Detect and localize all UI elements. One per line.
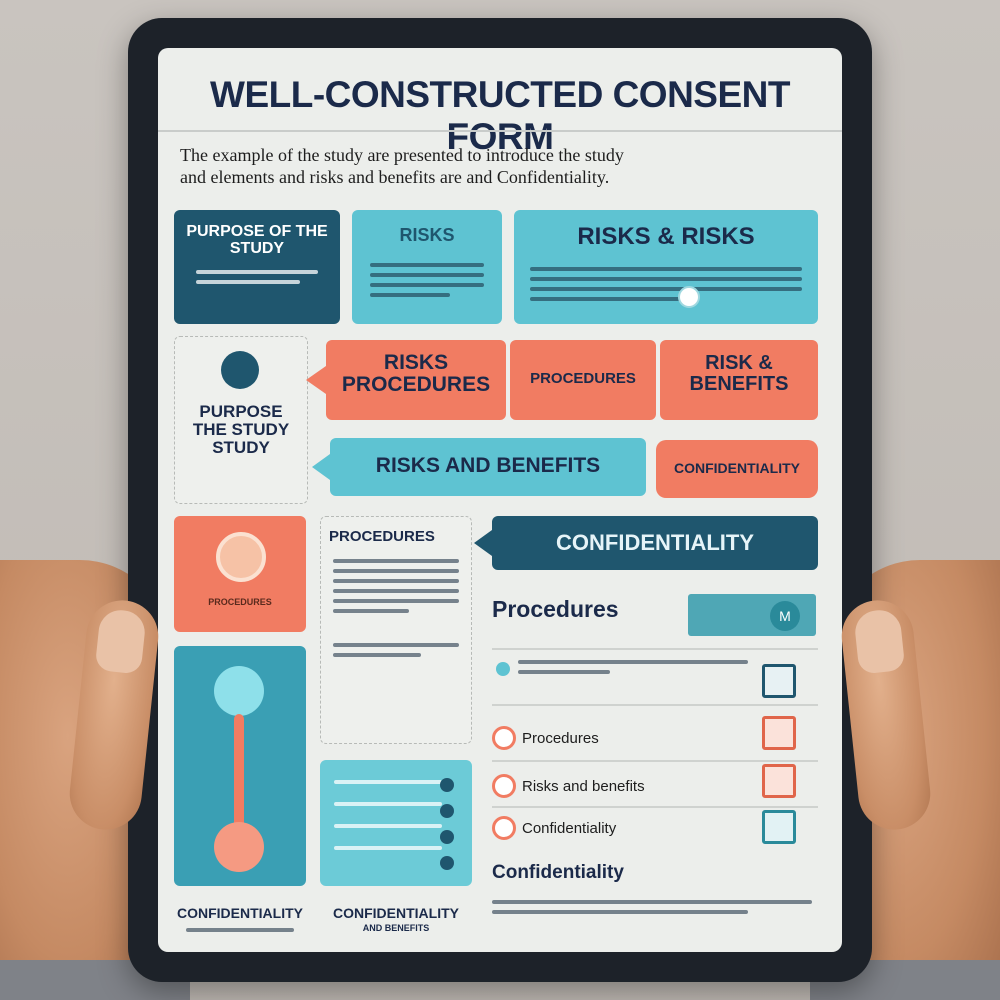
bottom-label-confidentiality-2: CONFIDENTIALITY bbox=[333, 905, 459, 921]
avatar-letter: M bbox=[779, 608, 791, 624]
checklist-item-1-checkbox[interactable] bbox=[762, 664, 796, 698]
procedures-card-label: PROCEDURES bbox=[530, 370, 636, 387]
purpose-text-lines bbox=[174, 258, 340, 284]
left-thumbnail bbox=[94, 608, 147, 675]
checklist-divider-3 bbox=[492, 760, 818, 762]
checklist-item-4-radio[interactable] bbox=[492, 816, 516, 840]
tablet-screen: WELL-CONSTRUCTED CONSENT FORM The exampl… bbox=[158, 48, 842, 952]
checklist-item-3-checkbox[interactable] bbox=[762, 764, 796, 798]
procedures-card[interactable]: PROCEDURES bbox=[510, 340, 656, 420]
bottom-label-1-lines bbox=[186, 928, 294, 932]
checklist-item-2-label: Procedures bbox=[522, 730, 599, 747]
risks-and-risks-lines bbox=[514, 249, 818, 302]
procedures-image-caption: PROCEDURES bbox=[208, 597, 272, 607]
toggle-list-lines bbox=[320, 760, 472, 850]
checklist-item-1-bullet-icon bbox=[496, 662, 510, 676]
toggle-list-card[interactable] bbox=[320, 760, 472, 886]
risks-card-label: RISKS bbox=[399, 225, 455, 245]
checklist-item-4-label: Confidentiality bbox=[522, 820, 617, 837]
confidentiality-small-label: CONFIDENTIALITY bbox=[674, 460, 800, 476]
checklist-item-2-checkbox[interactable] bbox=[762, 716, 796, 750]
page-title: WELL-CONSTRUCTED CONSENT FORM bbox=[210, 74, 790, 157]
checklist-divider-2 bbox=[492, 704, 818, 706]
bottom-label-confidentiality-1: CONFIDENTIALITY bbox=[177, 905, 303, 921]
confidentiality-heading: Confidentiality bbox=[492, 862, 624, 883]
checklist-item-2-radio[interactable] bbox=[492, 726, 516, 750]
toggle-dot-4-icon[interactable] bbox=[440, 856, 454, 870]
dna-helix-icon bbox=[234, 714, 244, 830]
dna-illustration-card[interactable] bbox=[174, 646, 306, 886]
checklist-item-1-lines bbox=[518, 660, 748, 674]
intro-text: The example of the study are presented t… bbox=[180, 144, 820, 188]
toggle-knob-icon[interactable] bbox=[678, 286, 700, 308]
procedures-box-lines-2 bbox=[321, 613, 471, 657]
procedures-text-box[interactable]: PROCEDURES bbox=[320, 516, 472, 744]
checklist-divider-4 bbox=[492, 806, 818, 808]
toggle-dot-2-icon[interactable] bbox=[440, 804, 454, 818]
purpose-of-study-card[interactable]: PURPOSE OF THE STUDY bbox=[174, 210, 340, 324]
confidentiality-text-lines bbox=[492, 900, 812, 914]
right-thumbnail bbox=[853, 608, 906, 675]
procedures-box-lines bbox=[321, 545, 471, 613]
risks-text-lines bbox=[352, 245, 502, 297]
risks-and-risks-card[interactable]: RISKS & RISKS bbox=[514, 210, 818, 324]
toggle-dot-3-icon[interactable] bbox=[440, 830, 454, 844]
risks-and-risks-label: RISKS & RISKS bbox=[577, 223, 755, 250]
checklist-item-3-radio[interactable] bbox=[492, 774, 516, 798]
procedures-heading: Procedures bbox=[492, 596, 619, 622]
hands-icon bbox=[216, 532, 266, 582]
procedures-image-card[interactable]: PROCEDURES bbox=[174, 516, 306, 632]
intro-line-1: The example of the study are presented t… bbox=[180, 145, 624, 165]
confidentiality-banner-label: CONFIDENTIALITY bbox=[556, 530, 754, 555]
risks-procedures-card[interactable]: RISKS PROCEDURES bbox=[306, 340, 506, 420]
top-bubble-icon bbox=[214, 666, 264, 716]
user-avatar[interactable]: M bbox=[770, 601, 800, 631]
checklist-item-4-checkbox[interactable] bbox=[762, 810, 796, 844]
risk-benefits-card[interactable]: RISK & BENEFITS bbox=[660, 340, 818, 420]
scientist-icon bbox=[221, 351, 259, 389]
procedures-box-label: PROCEDURES bbox=[329, 528, 435, 545]
purpose-side-label: PURPOSE THE STUDY STUDY bbox=[192, 402, 290, 457]
checklist-item-3-label: Risks and benefits bbox=[522, 778, 645, 795]
toggle-dot-1-icon[interactable] bbox=[440, 778, 454, 792]
checklist-divider-1 bbox=[492, 648, 818, 650]
purpose-side-card[interactable]: PURPOSE THE STUDY STUDY bbox=[174, 336, 308, 504]
confidentiality-banner[interactable]: CONFIDENTIALITY bbox=[474, 516, 818, 570]
intro-line-2: and elements and risks and benefits are … bbox=[180, 167, 610, 187]
risks-card[interactable]: RISKS bbox=[352, 210, 502, 324]
bottom-sub-label: AND BENEFITS bbox=[362, 923, 430, 933]
risk-benefits-label: RISK & BENEFITS bbox=[689, 352, 789, 395]
purpose-of-study-label: PURPOSE OF THE STUDY bbox=[186, 223, 328, 257]
risks-and-benefits-card[interactable]: RISKS AND BENEFITS bbox=[312, 438, 646, 496]
bottom-bubble-icon bbox=[214, 822, 264, 872]
risks-and-benefits-label: RISKS AND BENEFITS bbox=[375, 454, 601, 477]
confidentiality-small-card[interactable]: CONFIDENTIALITY bbox=[656, 440, 818, 498]
title-divider bbox=[158, 130, 842, 132]
risks-procedures-label: RISKS PROCEDURES bbox=[341, 351, 491, 397]
